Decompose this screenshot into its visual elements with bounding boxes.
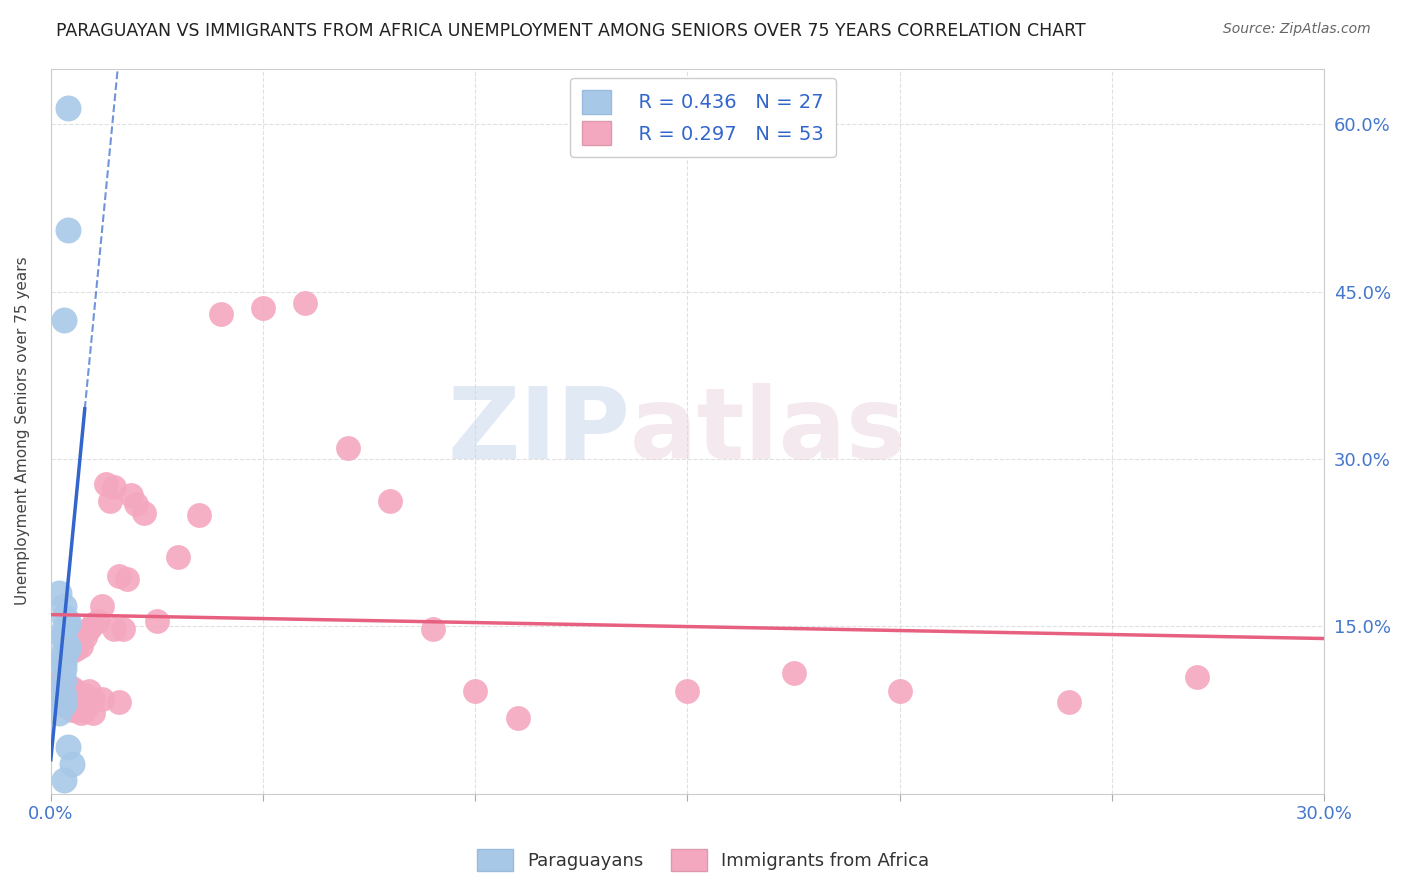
Point — [90, 599, 112, 614]
Point — [82, 706, 104, 721]
Point — [52, 312, 75, 326]
Point — [52, 632, 75, 647]
Point — [52, 649, 75, 664]
Point — [60, 681, 83, 695]
Point — [1059, 695, 1081, 709]
Point — [188, 508, 211, 522]
Point — [52, 681, 75, 695]
Point — [65, 684, 87, 698]
Point — [94, 476, 117, 491]
Point — [209, 307, 232, 321]
Point — [69, 706, 91, 721]
Point — [98, 494, 121, 508]
Point — [506, 711, 529, 725]
Y-axis label: Unemployment Among Seniors over 75 years: Unemployment Among Seniors over 75 years — [15, 257, 30, 606]
Point — [380, 494, 402, 508]
Point — [146, 614, 169, 628]
Point — [52, 695, 75, 709]
Point — [252, 301, 274, 316]
Point — [56, 739, 79, 754]
Point — [56, 614, 79, 628]
Point — [48, 706, 70, 721]
Point — [52, 695, 75, 709]
Point — [52, 698, 75, 712]
Point — [73, 703, 96, 717]
Point — [52, 689, 75, 703]
Point — [48, 675, 70, 690]
Point — [77, 622, 100, 636]
Point — [56, 641, 79, 656]
Point — [60, 644, 83, 658]
Point — [336, 441, 359, 455]
Point — [56, 699, 79, 714]
Point — [56, 617, 79, 632]
Point — [52, 673, 75, 687]
Point — [65, 703, 87, 717]
Point — [73, 689, 96, 703]
Point — [60, 703, 83, 717]
Text: atlas: atlas — [630, 383, 907, 480]
Point — [115, 573, 138, 587]
Point — [111, 622, 134, 636]
Point — [134, 506, 156, 520]
Point — [52, 628, 75, 642]
Point — [422, 622, 444, 636]
Legend:   R = 0.436   N = 27,   R = 0.297   N = 53: R = 0.436 N = 27, R = 0.297 N = 53 — [569, 78, 835, 157]
Point — [56, 101, 79, 115]
Point — [782, 666, 804, 681]
Point — [52, 610, 75, 624]
Point — [60, 756, 83, 771]
Point — [464, 684, 486, 698]
Point — [107, 695, 129, 709]
Point — [48, 586, 70, 600]
Point — [56, 641, 79, 656]
Point — [125, 497, 148, 511]
Point — [90, 691, 112, 706]
Point — [65, 641, 87, 656]
Point — [52, 773, 75, 788]
Legend: Paraguayans, Immigrants from Africa: Paraguayans, Immigrants from Africa — [470, 842, 936, 879]
Point — [77, 684, 100, 698]
Point — [82, 691, 104, 706]
Point — [676, 684, 699, 698]
Point — [103, 480, 125, 494]
Point — [56, 689, 79, 703]
Point — [52, 599, 75, 614]
Point — [86, 614, 108, 628]
Point — [121, 488, 143, 502]
Point — [1185, 669, 1208, 683]
Point — [294, 295, 316, 310]
Point — [69, 640, 91, 654]
Point — [82, 617, 104, 632]
Point — [52, 657, 75, 672]
Point — [52, 622, 75, 636]
Text: Source: ZipAtlas.com: Source: ZipAtlas.com — [1223, 22, 1371, 37]
Point — [56, 640, 79, 654]
Point — [52, 662, 75, 676]
Text: ZIP: ZIP — [447, 383, 630, 480]
Point — [889, 684, 911, 698]
Point — [103, 622, 125, 636]
Point — [167, 550, 190, 565]
Text: PARAGUAYAN VS IMMIGRANTS FROM AFRICA UNEMPLOYMENT AMONG SENIORS OVER 75 YEARS CO: PARAGUAYAN VS IMMIGRANTS FROM AFRICA UNE… — [56, 22, 1085, 40]
Point — [48, 684, 70, 698]
Point — [73, 631, 96, 645]
Point — [69, 691, 91, 706]
Point — [56, 223, 79, 237]
Point — [52, 644, 75, 658]
Point — [52, 653, 75, 667]
Point — [107, 569, 129, 583]
